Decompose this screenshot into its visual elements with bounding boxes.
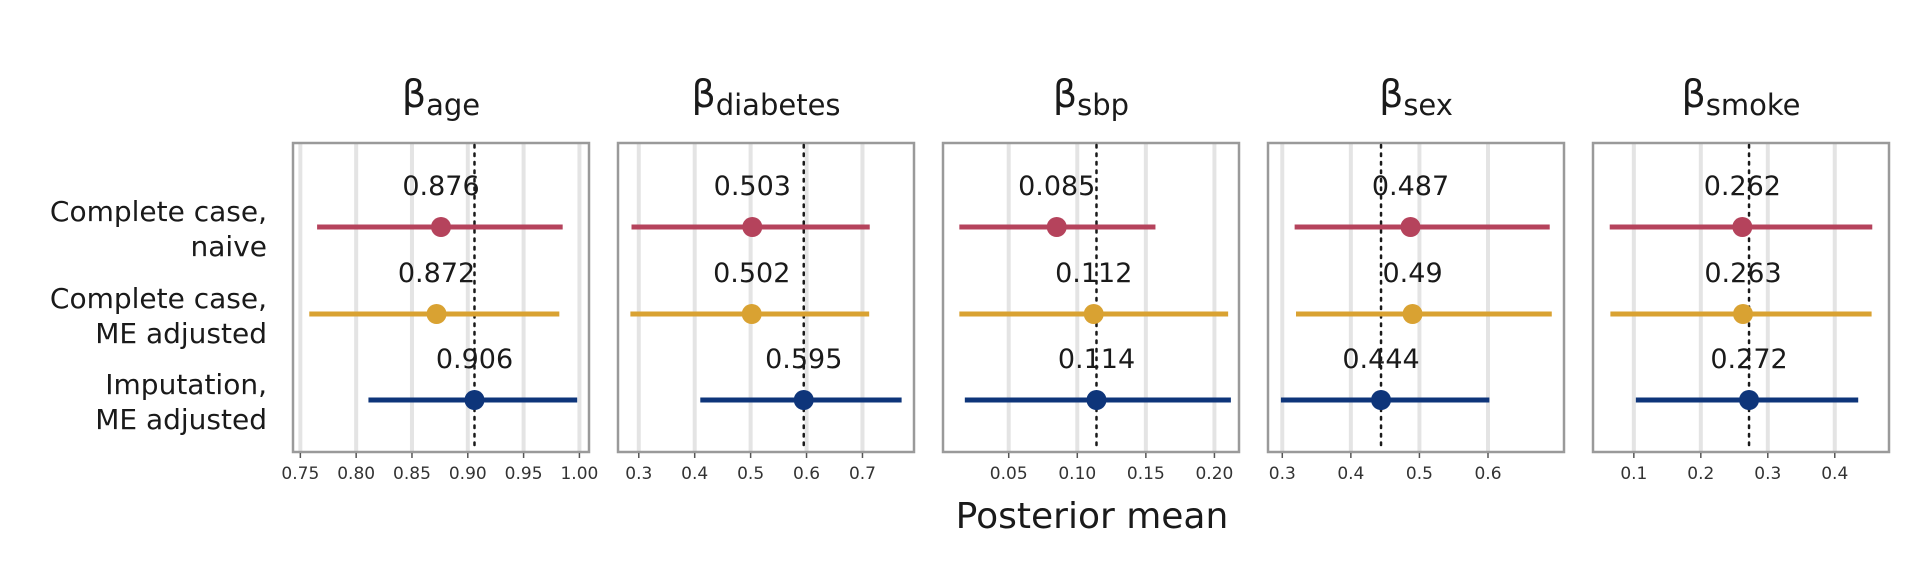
panel-title: βdiabetes <box>691 72 840 122</box>
method-label-line2: ME adjusted <box>95 403 267 436</box>
estimate-point <box>1739 390 1760 410</box>
tick-label: 0.1 <box>1620 464 1647 484</box>
tick-label: 0.95 <box>505 464 543 484</box>
panel-title-symbol: β <box>1682 72 1706 116</box>
panel-title-symbol: β <box>1053 72 1077 116</box>
estimate-point <box>1371 390 1392 410</box>
estimate-label: 0.906 <box>436 344 513 375</box>
tick-label: 0.5 <box>737 464 764 484</box>
estimate-label: 0.262 <box>1704 171 1781 202</box>
panel-title-symbol: β <box>402 72 426 116</box>
tick-label: 0.4 <box>681 464 708 484</box>
panel-border <box>1266 141 1566 454</box>
panel-sbp: βsbp 0.085 0.112 0.114 0.05 0.10 0.15 0.20 <box>941 72 1241 484</box>
panel-border <box>291 141 591 454</box>
estimate-label: 0.502 <box>713 258 790 289</box>
estimate-point <box>1400 217 1421 237</box>
method-label-line2: ME adjusted <box>95 317 267 350</box>
estimate-label: 0.49 <box>1383 258 1443 289</box>
tick-label: 1.00 <box>560 464 598 484</box>
tick-label: 0.15 <box>1127 464 1165 484</box>
tick-label: 0.2 <box>1687 464 1714 484</box>
panel-title: βsbp <box>1053 72 1129 122</box>
panel-title-symbol: β <box>1379 72 1403 116</box>
estimate-point <box>793 390 814 410</box>
method-label-line1: Imputation, <box>105 368 267 401</box>
panel-smoke: βsmoke 0.262 0.263 0.272 0.1 0.2 0.3 0.4 <box>1591 72 1891 484</box>
tick-label: 0.4 <box>1337 464 1364 484</box>
estimate-label: 0.872 <box>398 258 475 289</box>
estimate-label: 0.085 <box>1018 171 1095 202</box>
tick-label: 0.4 <box>1821 464 1848 484</box>
estimate-point <box>741 304 762 324</box>
panel-title-subscript: age <box>426 88 480 122</box>
tick-label: 0.75 <box>281 464 319 484</box>
estimate-label: 0.595 <box>765 344 842 375</box>
panel-sex: βsex 0.487 0.49 0.444 0.3 0.4 0.5 0.6 <box>1266 72 1566 484</box>
tick-label: 0.6 <box>793 464 820 484</box>
tick-label: 0.5 <box>1406 464 1433 484</box>
tick-label: 0.3 <box>625 464 652 484</box>
panel-title: βage <box>402 72 480 122</box>
panel-border <box>941 141 1241 454</box>
tick-label: 0.90 <box>449 464 487 484</box>
estimate-point <box>426 304 447 324</box>
panel-title-subscript: smoke <box>1706 88 1801 122</box>
estimate-point <box>464 390 485 410</box>
panel-title-subscript: sex <box>1403 88 1453 122</box>
estimate-point <box>431 217 451 237</box>
estimate-label: 0.272 <box>1710 344 1787 375</box>
x-axis-title: Posterior mean <box>956 496 1229 537</box>
estimate-label: 0.114 <box>1058 344 1135 375</box>
tick-label: 0.80 <box>337 464 375 484</box>
estimate-point <box>1083 304 1104 324</box>
estimate-label: 0.487 <box>1372 171 1449 202</box>
tick-label: 0.20 <box>1195 464 1233 484</box>
panel-title-symbol: β <box>691 72 715 116</box>
panel-border <box>1591 141 1891 454</box>
estimate-point <box>742 217 763 237</box>
estimate-label: 0.444 <box>1342 344 1419 375</box>
estimate-point <box>1086 390 1107 410</box>
estimate-point <box>1733 304 1754 324</box>
estimate-label: 0.876 <box>402 171 479 202</box>
tick-label: 0.6 <box>1474 464 1501 484</box>
panel-age: βage 0.876 0.872 0.906 0.75 0.80 0.85 0.90 0.95 1… <box>281 72 598 484</box>
tick-label: 0.85 <box>393 464 431 484</box>
panel-title-subscript: sbp <box>1077 88 1129 122</box>
estimate-point <box>1402 304 1423 324</box>
estimate-label: 0.503 <box>714 171 791 202</box>
tick-label: 0.3 <box>1754 464 1781 484</box>
tick-label: 0.7 <box>849 464 876 484</box>
panel-title: βsex <box>1379 72 1453 122</box>
tick-label: 0.05 <box>990 464 1028 484</box>
panel-title-subscript: diabetes <box>716 88 841 122</box>
panel-diabetes: βdiabetes 0.503 0.502 0.595 0.3 0.4 0.5 0.6 0.7 <box>616 72 916 484</box>
estimate-label: 0.112 <box>1055 258 1132 289</box>
panel-title: βsmoke <box>1682 72 1801 122</box>
method-label-line1: Complete case, <box>50 195 267 228</box>
estimate-point <box>1046 217 1067 237</box>
tick-label: 0.3 <box>1269 464 1296 484</box>
panel-border <box>616 141 916 454</box>
method-label-line1: Complete case, <box>50 282 267 315</box>
estimate-point <box>1732 217 1753 237</box>
tick-label: 0.10 <box>1058 464 1096 484</box>
method-label-line2: naive <box>191 230 267 263</box>
estimate-label: 0.263 <box>1704 258 1781 289</box>
